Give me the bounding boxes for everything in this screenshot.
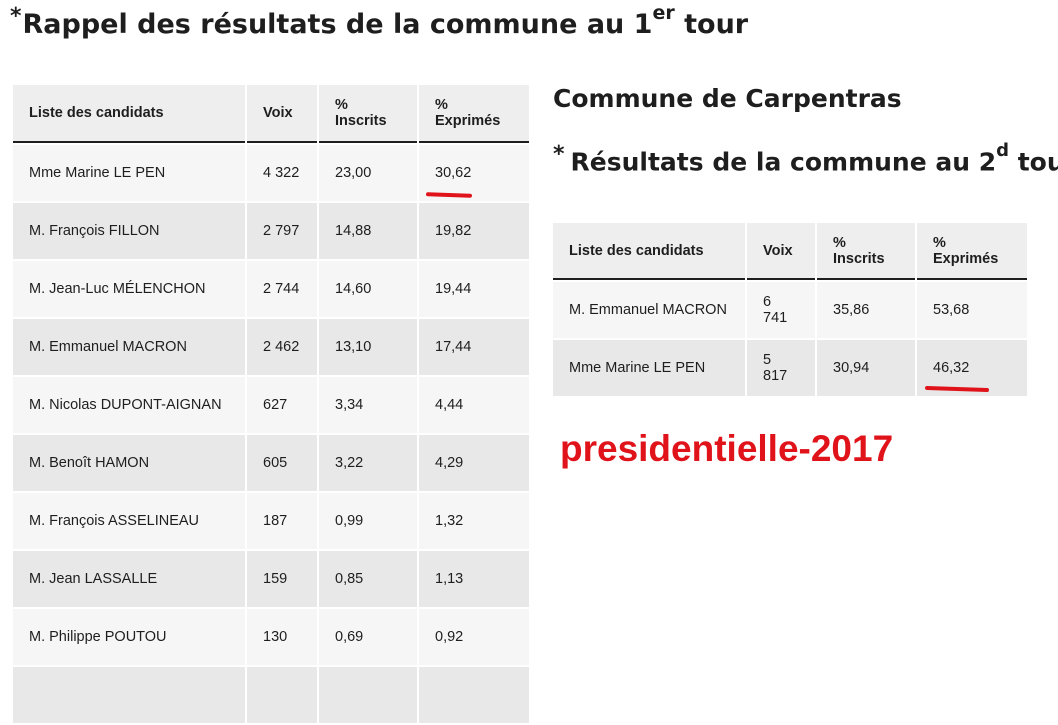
candidate-name: M. François ASSELINEAU	[13, 493, 245, 549]
votes: 2 462	[247, 319, 317, 375]
election-tag-text: presidentielle-2017	[560, 428, 894, 469]
table-row: M. Nicolas DUPONT-AIGNAN 627 3,34 4,44	[13, 377, 529, 433]
second-round-results-table: Liste des candidats Voix % Inscrits % Ex…	[551, 221, 1029, 398]
heading-first-tail: tour	[674, 9, 749, 40]
commune-title: Commune de Carpentras	[553, 84, 902, 113]
candidate-name: M. Jean LASSALLE	[13, 551, 245, 607]
expressed-pct: 4,44	[419, 377, 529, 433]
registered-pct: 14,60	[319, 261, 417, 317]
expressed-pct: 30,62	[419, 145, 529, 201]
registered-pct: 0,99	[319, 493, 417, 549]
candidate-name: M. Emmanuel MACRON	[553, 282, 745, 338]
table-row: M. Emmanuel MACRON 6 741 35,86 53,68	[553, 282, 1027, 338]
heading-first-round: *Rappel des résultats de la commune au 1…	[10, 2, 749, 40]
table-row: M. Benoît HAMON 605 3,22 4,29	[13, 435, 529, 491]
heading-second-round: *Résultats de la commune au 2d tour	[553, 140, 1058, 177]
registered-pct: 14,88	[319, 203, 417, 259]
col-header-candidates: Liste des candidats	[13, 85, 245, 143]
candidate-name: M. Jean-Luc MÉLENCHON	[13, 261, 245, 317]
registered-pct: 3,22	[319, 435, 417, 491]
votes	[247, 667, 317, 723]
expressed-pct: 1,13	[419, 551, 529, 607]
registered-pct: 3,34	[319, 377, 417, 433]
votes: 2 797	[247, 203, 317, 259]
registered-pct: 30,94	[817, 340, 915, 396]
votes: 4 322	[247, 145, 317, 201]
table-row: M. François ASSELINEAU 187 0,99 1,32	[13, 493, 529, 549]
candidate-name: M. Emmanuel MACRON	[13, 319, 245, 375]
table-row: M. Philippe POUTOU 130 0,69 0,92	[13, 609, 529, 665]
heading-first-text: Rappel des résultats de la commune au 1	[22, 9, 653, 40]
votes: 2 744	[247, 261, 317, 317]
candidate-name: M. François FILLON	[13, 203, 245, 259]
table-row: Mme Marine LE PEN 4 322 23,00 30,62	[13, 145, 529, 201]
col-header-votes: Voix	[747, 223, 815, 280]
expressed-pct: 4,29	[419, 435, 529, 491]
heading-second-tail: tour	[1017, 147, 1058, 177]
table-row: M. Emmanuel MACRON 2 462 13,10 17,44	[13, 319, 529, 375]
expressed-pct	[419, 667, 529, 723]
table-header-row: Liste des candidats Voix % Inscrits % Ex…	[13, 85, 529, 143]
candidate-name: M. Nicolas DUPONT-AIGNAN	[13, 377, 245, 433]
expressed-pct: 19,44	[419, 261, 529, 317]
table-row: Mme Marine LE PEN 5 817 30,94 46,32	[553, 340, 1027, 396]
table-header-row: Liste des candidats Voix % Inscrits % Ex…	[553, 223, 1027, 280]
heading-second-text: Résultats de la commune au 2	[570, 147, 997, 177]
candidate-name: M. Benoît HAMON	[13, 435, 245, 491]
candidate-name: M. Philippe POUTOU	[13, 609, 245, 665]
candidate-name: Mme Marine LE PEN	[13, 145, 245, 201]
registered-pct	[319, 667, 417, 723]
col-header-expressed-pct: % Exprimés	[419, 85, 529, 143]
table-row	[13, 667, 529, 723]
col-header-registered-pct: % Inscrits	[817, 223, 915, 280]
registered-pct: 13,10	[319, 319, 417, 375]
expressed-pct: 0,92	[419, 609, 529, 665]
first-round-results-table: Liste des candidats Voix % Inscrits % Ex…	[11, 83, 531, 725]
votes: 187	[247, 493, 317, 549]
col-header-registered-pct: % Inscrits	[319, 85, 417, 143]
heading-first-star: *	[10, 4, 22, 29]
col-header-candidates: Liste des candidats	[553, 223, 745, 280]
votes: 5 817	[747, 340, 815, 396]
registered-pct: 0,85	[319, 551, 417, 607]
votes: 605	[247, 435, 317, 491]
expressed-pct: 17,44	[419, 319, 529, 375]
registered-pct: 35,86	[817, 282, 915, 338]
col-header-expressed-pct: % Exprimés	[917, 223, 1027, 280]
expressed-pct: 1,32	[419, 493, 529, 549]
table-row: M. François FILLON 2 797 14,88 19,82	[13, 203, 529, 259]
votes: 627	[247, 377, 317, 433]
table-row: M. Jean-Luc MÉLENCHON 2 744 14,60 19,44	[13, 261, 529, 317]
table-row: M. Jean LASSALLE 159 0,85 1,13	[13, 551, 529, 607]
registered-pct: 0,69	[319, 609, 417, 665]
col-header-votes: Voix	[247, 85, 317, 143]
heading-second-sup: d	[996, 140, 1010, 161]
votes: 6 741	[747, 282, 815, 338]
expressed-pct: 19,82	[419, 203, 529, 259]
registered-pct: 23,00	[319, 145, 417, 201]
votes: 130	[247, 609, 317, 665]
heading-second-star: *	[553, 142, 565, 167]
heading-first-sup: er	[652, 2, 675, 24]
candidate-name	[13, 667, 245, 723]
candidate-name: Mme Marine LE PEN	[553, 340, 745, 396]
votes: 159	[247, 551, 317, 607]
expressed-pct: 53,68	[917, 282, 1027, 338]
